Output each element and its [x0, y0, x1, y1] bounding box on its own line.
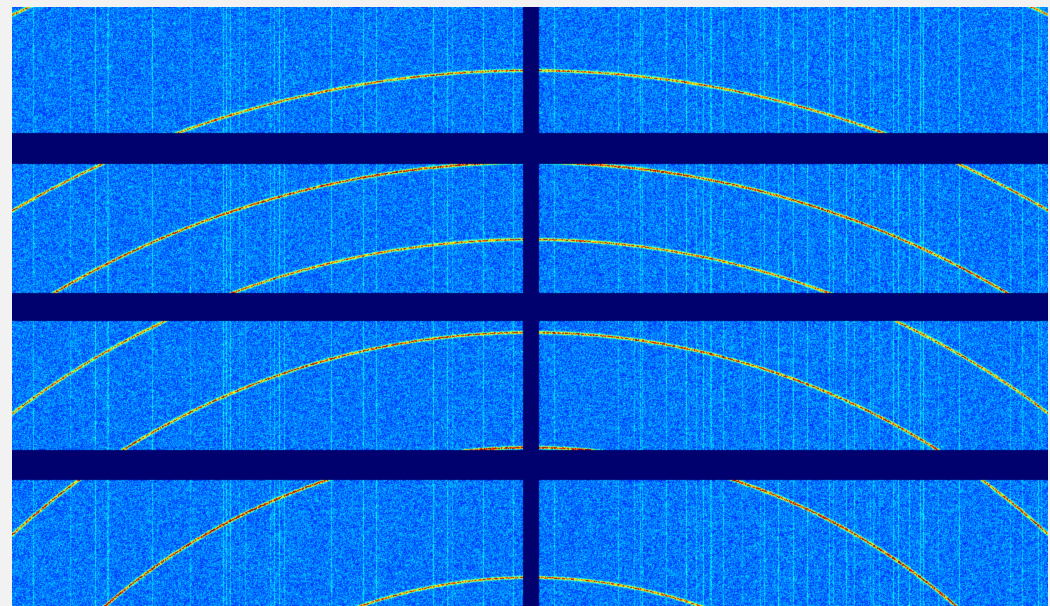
- diffraction-detector-image: [12, 7, 1048, 606]
